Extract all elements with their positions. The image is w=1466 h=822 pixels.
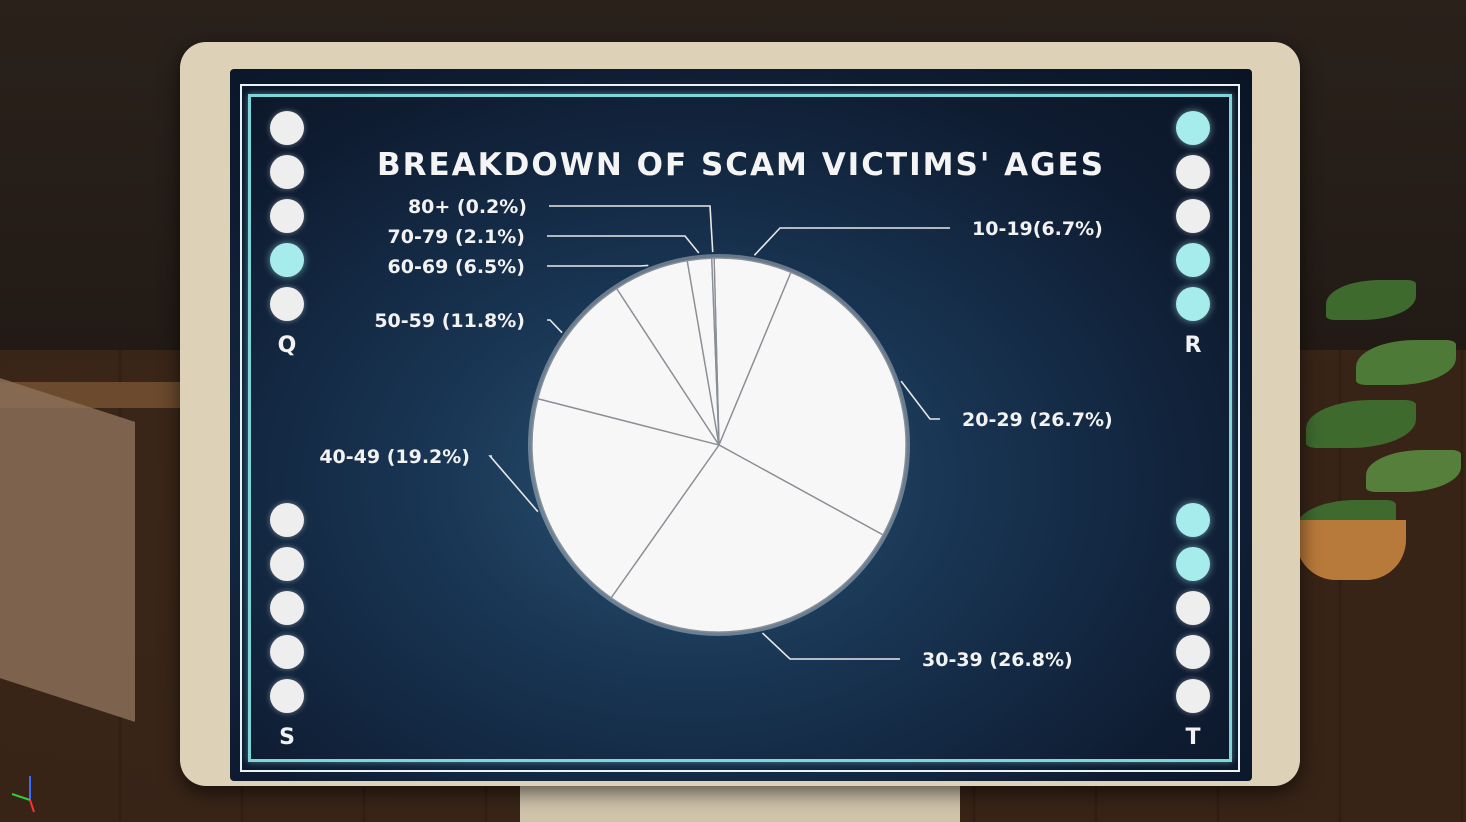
indicator-light	[1176, 111, 1210, 145]
slice-label: 20-29 (26.7%)	[962, 409, 1113, 431]
indicator-light	[1176, 635, 1210, 669]
indicator-light	[270, 503, 304, 537]
pie-chart: 10-19(6.7%) 20-29 (26.7%) 30-39 (26.8%) 40-…	[319, 196, 1113, 671]
screen-frame-outer	[240, 84, 1240, 772]
indicator-light	[1176, 591, 1210, 625]
indicator-light	[270, 591, 304, 625]
indicator-light	[270, 547, 304, 581]
pie-slice	[610, 444, 884, 633]
light-panel-label: T	[1185, 725, 1201, 750]
slice-label: 10-19(6.7%)	[972, 218, 1103, 240]
axis-gizmo-icon	[11, 776, 35, 813]
indicator-light	[270, 243, 304, 277]
indicator-light	[270, 287, 304, 321]
pie-slice	[711, 257, 720, 446]
chart-title: BREAKDOWN OF SCAM VICTIMS' AGES	[376, 147, 1106, 183]
light-panel-label: R	[1184, 333, 1202, 358]
pie-slice	[531, 397, 721, 599]
indicator-light	[270, 155, 304, 189]
leader-line	[547, 235, 700, 254]
leader-line	[547, 264, 649, 267]
indicator-light	[1176, 679, 1210, 713]
slice-label: 80+ (0.2%)	[408, 196, 527, 218]
slice-label: 50-59 (11.8%)	[374, 310, 525, 332]
indicator-light	[270, 199, 304, 233]
indicator-light	[270, 635, 304, 669]
indicator-light	[1176, 243, 1210, 277]
slice-label: 70-79 (2.1%)	[388, 226, 525, 248]
indicator-light	[1176, 503, 1210, 537]
screen-frame-inner	[248, 94, 1232, 762]
indicator-light	[1176, 547, 1210, 581]
leader-line	[761, 632, 900, 660]
leader-line	[753, 227, 950, 256]
leader-line	[547, 319, 563, 334]
light-panel-label: S	[279, 725, 295, 750]
pie-slice	[536, 287, 721, 447]
monitor-screen: BREAKDOWN OF SCAM VICTIMS' AGES Q R S T …	[230, 69, 1252, 781]
slice-label: 30-39 (26.8%)	[922, 649, 1073, 671]
slice-label: 40-49 (19.2%)	[319, 446, 470, 468]
monitor: BREAKDOWN OF SCAM VICTIMS' AGES Q R S T …	[180, 42, 1300, 786]
indicator-light	[1176, 155, 1210, 189]
indicator-light	[270, 679, 304, 713]
plant-pot	[1296, 520, 1406, 580]
leader-line	[549, 205, 714, 253]
leader-line	[488, 455, 539, 513]
slice-label: 60-69 (6.5%)	[388, 256, 525, 278]
armchair	[0, 378, 135, 722]
light-panel-label: Q	[277, 333, 297, 358]
pie-glow	[528, 254, 910, 636]
pie-slice	[718, 271, 907, 536]
indicator-light	[270, 111, 304, 145]
indicator-light	[1176, 287, 1210, 321]
indicator-light	[1176, 199, 1210, 233]
monitor-stand	[520, 786, 960, 822]
leader-line	[900, 380, 940, 420]
